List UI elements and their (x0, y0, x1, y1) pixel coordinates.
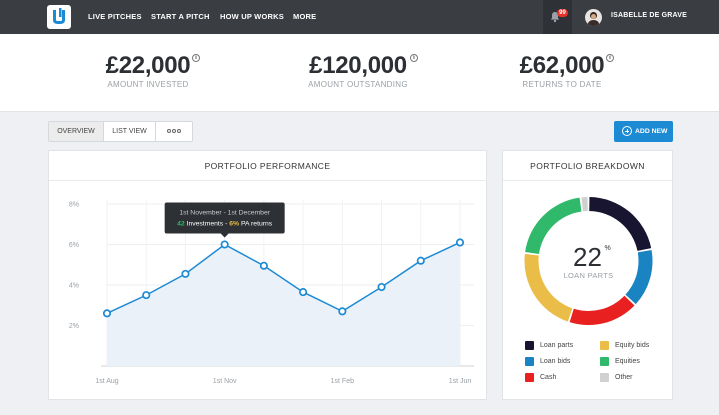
data-point (220, 240, 229, 249)
stat-label: RETURNS TO DATE (522, 80, 602, 89)
stat-label: AMOUNT OUTSTANDING (308, 80, 408, 89)
donut-slice (569, 295, 635, 325)
tab-overview[interactable]: OVERVIEW (49, 122, 104, 141)
series-line (106, 241, 461, 315)
legend-label: Loan parts (540, 342, 574, 349)
legend-label: Equity bids (615, 342, 650, 349)
legend-label: Cash (540, 374, 557, 381)
stat-value: £120,000 (309, 52, 407, 79)
x-tick-label: 1st Aug (95, 378, 118, 385)
nav-how-up-works[interactable]: HOW UP WORKS (220, 12, 284, 21)
notifications-button[interactable]: 99 (543, 0, 572, 34)
data-point (416, 256, 425, 265)
donut-center-value: 22 (573, 242, 602, 272)
donut-center-label: LOAN PARTS (564, 271, 614, 280)
donut-slice (524, 253, 573, 322)
y-tick-label: 8% (69, 202, 79, 209)
add-new-label: ADD NEW (635, 128, 668, 135)
donut-slice (525, 197, 582, 254)
y-tick-label: 2% (69, 323, 79, 330)
stat-value: £22,000 (105, 52, 191, 79)
tooltip-returns-value: 6% (229, 221, 239, 228)
data-point (181, 269, 190, 278)
y-tick-label: 6% (69, 242, 79, 249)
legend-swatch (525, 357, 534, 366)
x-tick-label: 1st Jun (449, 378, 472, 385)
stat-label: AMOUNT INVESTED (107, 80, 189, 89)
add-new-button[interactable]: ADD NEW (614, 121, 673, 142)
series-area (107, 242, 460, 366)
notification-count-badge: 99 (557, 9, 568, 17)
tooltip-arrow (220, 233, 229, 238)
legend-swatch (600, 357, 609, 366)
portfolio-performance-panel: PORTFOLIO PERFORMANCE 2% 4% 6% 8% 1st Aug 1st… (48, 150, 487, 400)
stat-amount-invested: £22,000 i AMOUNT INVESTED (68, 53, 228, 89)
more-dots-icon (167, 129, 181, 134)
donut-center-unit: % (605, 245, 611, 252)
donut-slice (625, 249, 653, 305)
tooltip-investments-label: Investments - (185, 221, 230, 228)
data-point (455, 238, 465, 247)
logo[interactable] (47, 5, 71, 29)
info-icon[interactable]: i (192, 54, 200, 62)
nav-live-pitches[interactable]: LIVE PITCHES (88, 12, 142, 21)
data-point (377, 282, 386, 292)
username[interactable]: ISABELLE DE GRAVE (611, 12, 688, 19)
tooltip-stats: 42 Investments - 6% PA returns (177, 221, 273, 228)
top-navbar: LIVE PITCHES START A PITCH HOW UP WORKS … (0, 0, 719, 34)
portfolio-breakdown-panel: PORTFOLIO BREAKDOWN 22% LOAN PARTS Loan p… (502, 150, 673, 400)
stat-amount-outstanding: £120,000 i AMOUNT OUTSTANDING (278, 53, 438, 89)
x-tick-label: 1st Feb (331, 378, 354, 385)
logo-icon (53, 8, 65, 24)
donut-slice (589, 197, 652, 251)
tooltip-returns-label: PA returns (239, 221, 273, 228)
avatar[interactable] (585, 9, 602, 26)
plus-circle-icon (622, 126, 632, 136)
y-tick-label: 4% (69, 283, 79, 290)
performance-line-chart: 2% 4% 6% 8% 1st Aug 1st Nov 1st Feb 1st Jun 1st … (69, 200, 474, 385)
legend-label: Other (615, 374, 633, 381)
info-icon[interactable]: i (410, 54, 418, 62)
data-point (338, 307, 347, 316)
info-icon[interactable]: i (606, 54, 614, 62)
stats-bar: £22,000 i AMOUNT INVESTED £120,000 i AMO… (0, 34, 719, 112)
legend-swatch (525, 373, 534, 382)
legend-swatch (600, 341, 609, 350)
tooltip-box (164, 202, 285, 234)
panel-title: PORTFOLIO BREAKDOWN (503, 151, 672, 181)
tab-more-options[interactable] (156, 122, 192, 141)
data-point (299, 288, 308, 297)
donut-slice (581, 197, 588, 212)
stat-value: £62,000 (519, 52, 605, 79)
tooltip-investments-count: 42 (177, 221, 185, 228)
tooltip-range: 1st November - 1st December (179, 210, 270, 217)
data-point (259, 261, 268, 270)
legend-label: Equities (615, 358, 640, 365)
legend-label: Loan bids (540, 358, 571, 365)
breakdown-donut-chart: 22 % LOAN PARTS (524, 197, 653, 325)
legend-swatch (600, 373, 609, 382)
data-point (142, 291, 151, 300)
nav-more[interactable]: MORE (293, 12, 317, 21)
view-tabs: OVERVIEW LIST VIEW (48, 121, 193, 142)
stat-returns-to-date: £62,000 i RETURNS TO DATE (482, 53, 642, 89)
legend-swatch (525, 341, 534, 350)
x-tick-label: 1st Nov (213, 378, 237, 385)
tab-list-view[interactable]: LIST VIEW (104, 122, 156, 141)
nav-start-a-pitch[interactable]: START A PITCH (151, 12, 210, 21)
chart-tooltip: 1st November - 1st December 42 Investment… (164, 202, 285, 238)
panel-title: PORTFOLIO PERFORMANCE (49, 151, 486, 181)
data-point (102, 309, 112, 318)
